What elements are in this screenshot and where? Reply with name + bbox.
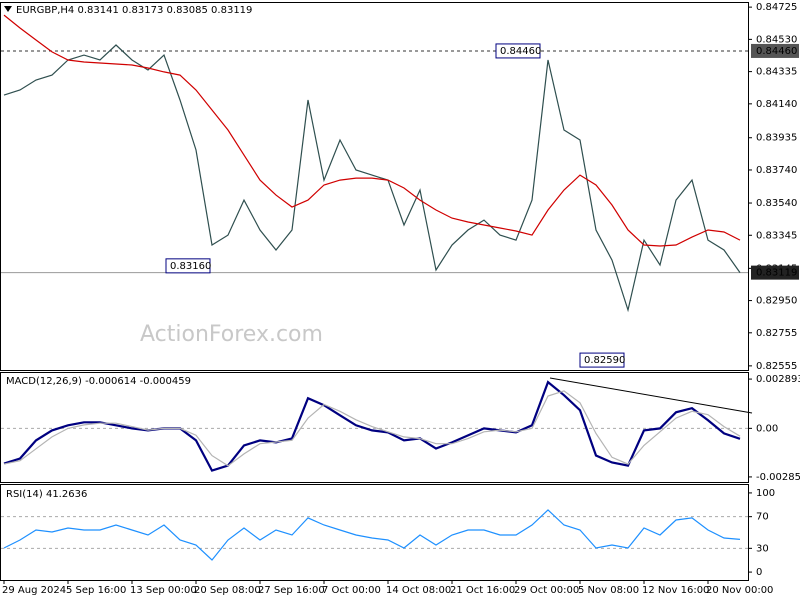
y-tick-label: 0: [756, 567, 762, 578]
y-tick-label: 70: [756, 512, 769, 523]
rsi-panel-frame: [0, 484, 749, 581]
annotation-label: 0.84460: [500, 46, 541, 57]
y-tick-label: 0.83740: [756, 165, 797, 176]
price-panel-frame: [0, 2, 749, 371]
x-tick-label: 5 Nov 08:00: [578, 585, 639, 596]
price-level-box: [751, 43, 799, 58]
annotation-label: 0.83160: [170, 261, 211, 272]
x-tick-label: 12 Nov 16:00: [642, 585, 709, 596]
y-tick-label: 0.002893: [756, 374, 800, 385]
series-line: [3, 509, 741, 561]
macd-trendline: [549, 377, 753, 414]
x-tick-label: 14 Oct 08:00: [386, 585, 451, 596]
x-tick-label: 29 Aug 2024: [2, 585, 66, 596]
series-line: [3, 390, 741, 467]
y-tick-label: 30: [756, 543, 769, 554]
y-tick-label: -0.002852: [756, 472, 800, 483]
price-level-box: [751, 265, 799, 280]
price-level-label: 0.84460: [756, 46, 797, 57]
price-level-label: 0.83119: [756, 268, 797, 279]
x-tick-label: 20 Sep 08:00: [194, 585, 261, 596]
y-tick-label: 0.83345: [756, 230, 797, 241]
y-tick-label: 0.00: [756, 423, 778, 434]
x-tick-label: 21 Oct 16:00: [450, 585, 515, 596]
annotation-label: 0.82590: [584, 355, 625, 366]
y-tick-label: 0.83540: [756, 198, 797, 209]
menu-icon: [4, 6, 12, 12]
rsi-title: RSI(14) 41.2636: [6, 489, 87, 500]
x-tick-label: 5 Sep 16:00: [66, 585, 126, 596]
macd-title: MACD(12,26,9) -0.000614 -0.000459: [6, 376, 191, 387]
y-tick-label: 0.82755: [756, 328, 797, 339]
x-tick-label: 13 Sep 00:00: [130, 585, 197, 596]
x-tick-label: 20 Nov 00:00: [706, 585, 773, 596]
y-tick-label: 100: [756, 488, 775, 499]
y-tick-label: 0.84140: [756, 99, 797, 110]
y-tick-label: 0.84335: [756, 67, 797, 78]
x-tick-label: 27 Sep 16:00: [258, 585, 325, 596]
series-line: [3, 380, 741, 472]
macd-panel-frame: [0, 372, 749, 483]
y-tick-label: 0.83935: [756, 133, 797, 144]
y-tick-label: 0.84725: [756, 2, 797, 13]
y-tick-label: 0.82950: [756, 296, 797, 307]
series-line: [3, 44, 741, 313]
x-tick-label: 29 Oct 00:00: [514, 585, 579, 596]
annotation-box: [165, 258, 211, 274]
x-tick-label: 7 Oct 00:00: [322, 585, 381, 596]
price-title: EURGBP,H4 0.83141 0.83173 0.83085 0.8311…: [16, 5, 252, 16]
series-line: [3, 14, 741, 247]
watermark: ActionForex.com: [140, 322, 323, 347]
annotation-box: [495, 43, 541, 59]
y-tick-label: 0.84530: [756, 34, 797, 45]
y-tick-label: 0.82555: [756, 361, 797, 372]
annotation-box: [579, 352, 625, 368]
